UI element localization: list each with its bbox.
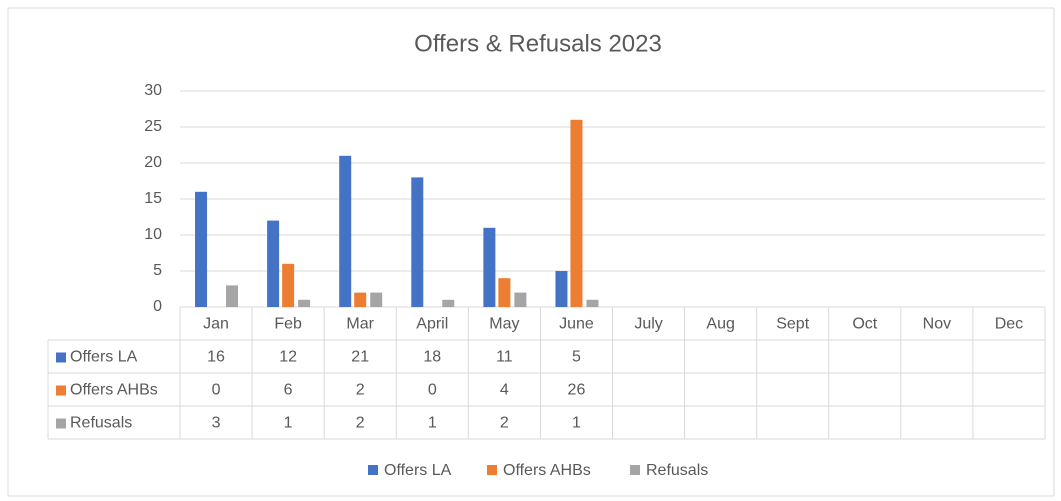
y-tick-label: 5 <box>153 262 162 279</box>
y-tick-label: 20 <box>144 154 162 171</box>
chart-frame <box>7 7 1055 497</box>
bar <box>195 191 208 307</box>
bar <box>514 292 527 307</box>
y-tick-label: 25 <box>144 118 162 135</box>
table-value: 6 <box>284 382 293 399</box>
bar <box>298 299 311 307</box>
bar <box>282 263 295 307</box>
legend-key <box>487 465 497 475</box>
table-series-name: Refusals <box>70 415 132 432</box>
bar <box>411 177 424 307</box>
table-value: 16 <box>207 349 225 366</box>
chart-title: Offers & Refusals 2023 <box>414 30 662 57</box>
table-value: 18 <box>423 349 441 366</box>
table-value: 21 <box>351 349 369 366</box>
y-tick-label: 30 <box>144 82 162 99</box>
legend-label: Offers LA <box>384 462 452 479</box>
bar <box>555 271 568 307</box>
table-value: 12 <box>279 349 297 366</box>
x-tick-label: April <box>416 316 448 333</box>
y-tick-label: 15 <box>144 190 162 207</box>
table-value: 3 <box>212 415 221 432</box>
table-value: 1 <box>572 415 581 432</box>
table-value: 5 <box>572 349 581 366</box>
x-tick-label: Aug <box>706 316 734 333</box>
x-tick-label: Oct <box>852 316 877 333</box>
x-tick-label: Jan <box>203 316 229 333</box>
legend-key <box>368 465 378 475</box>
y-tick-label: 10 <box>144 226 162 243</box>
x-tick-label: June <box>559 316 594 333</box>
x-tick-label: Mar <box>346 316 374 333</box>
table-legend-key <box>56 352 66 363</box>
bar <box>267 220 280 307</box>
table-value: 1 <box>428 415 437 432</box>
table-value: 1 <box>284 415 293 432</box>
bar <box>498 278 511 307</box>
x-tick-label: Sept <box>776 316 809 333</box>
table-value: 26 <box>568 382 586 399</box>
table-value: 4 <box>500 382 509 399</box>
legend-label: Refusals <box>646 462 708 479</box>
table-series-name: Offers AHBs <box>70 382 158 399</box>
table-value: 2 <box>356 415 365 432</box>
table-value: 2 <box>500 415 509 432</box>
table-legend-key <box>56 418 66 429</box>
bar <box>586 299 599 307</box>
y-tick-label: 0 <box>153 298 162 315</box>
table-legend-key <box>56 385 66 396</box>
bar <box>570 119 583 307</box>
table-value: 11 <box>496 349 513 366</box>
bar <box>339 155 352 307</box>
bar <box>483 227 496 307</box>
x-tick-label: July <box>634 316 662 333</box>
table-value: 2 <box>356 382 365 399</box>
x-tick-label: Nov <box>923 316 951 333</box>
table-series-name: Offers LA <box>70 349 138 366</box>
x-tick-label: May <box>489 316 519 333</box>
table-value: 0 <box>428 382 437 399</box>
bar <box>370 292 383 307</box>
table-value: 0 <box>212 382 221 399</box>
legend-label: Offers AHBs <box>503 462 591 479</box>
bar <box>226 285 239 307</box>
bar <box>354 292 367 307</box>
legend-key <box>630 465 640 475</box>
bar <box>442 299 455 307</box>
x-tick-label: Dec <box>995 316 1023 333</box>
x-tick-label: Feb <box>274 316 302 333</box>
